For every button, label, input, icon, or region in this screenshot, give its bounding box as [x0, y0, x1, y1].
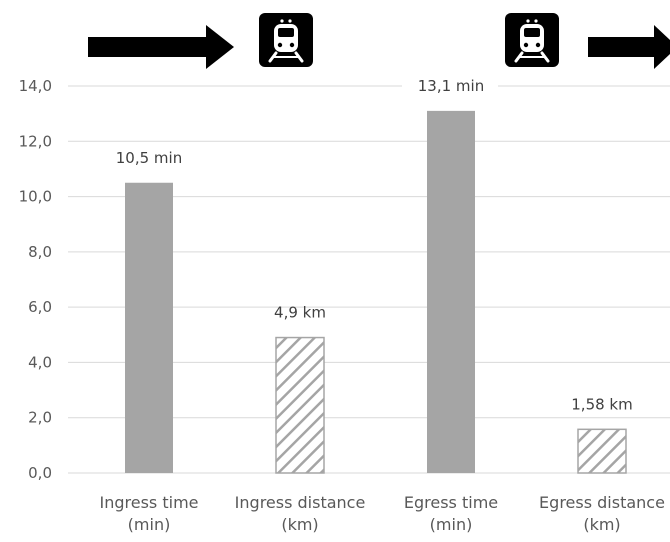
label-backdrop	[402, 76, 498, 94]
right-arrow-icon	[88, 25, 234, 69]
bars	[125, 110, 627, 474]
y-tick-label: 12,0	[19, 132, 52, 150]
x-category-label: (min)	[128, 515, 171, 534]
decorations	[88, 11, 670, 69]
x-category-label: Ingress distance	[235, 493, 366, 512]
data-label: 13,1 min	[418, 77, 484, 95]
y-tick-label: 10,0	[19, 188, 52, 206]
x-category-label: Egress time	[404, 493, 498, 512]
y-tick-label: 4,0	[28, 353, 52, 371]
x-category-label: (km)	[583, 515, 620, 534]
x-category-label: (km)	[281, 515, 318, 534]
y-tick-label: 6,0	[28, 298, 52, 316]
train-icon	[257, 11, 315, 69]
bar	[125, 182, 173, 473]
x-category-label: Ingress time	[100, 493, 199, 512]
bar	[275, 336, 325, 474]
category-labels: Ingress time (min) Ingress distance (km) Egr…	[100, 493, 665, 534]
data-labels: 10,5 min 4,9 km 13,1 min 1,58 km	[116, 77, 633, 413]
x-category-label: (min)	[430, 515, 473, 534]
data-label: 1,58 km	[571, 395, 632, 413]
bar	[427, 110, 475, 473]
y-tick-label: 2,0	[28, 409, 52, 427]
data-label: 10,5 min	[116, 149, 182, 167]
train-icon	[503, 11, 561, 69]
right-arrow-icon	[588, 25, 670, 69]
x-category-label: Egress distance	[539, 493, 665, 512]
bar	[577, 428, 627, 474]
y-tick-label: 14,0	[19, 77, 52, 95]
y-tick-label: 0,0	[28, 464, 52, 482]
y-tick-label: 8,0	[28, 243, 52, 261]
y-axis-ticks: 0,0 2,0 4,0 6,0 8,0 10,0 12,0 14,0	[19, 77, 52, 482]
data-label: 4,9 km	[274, 304, 326, 322]
